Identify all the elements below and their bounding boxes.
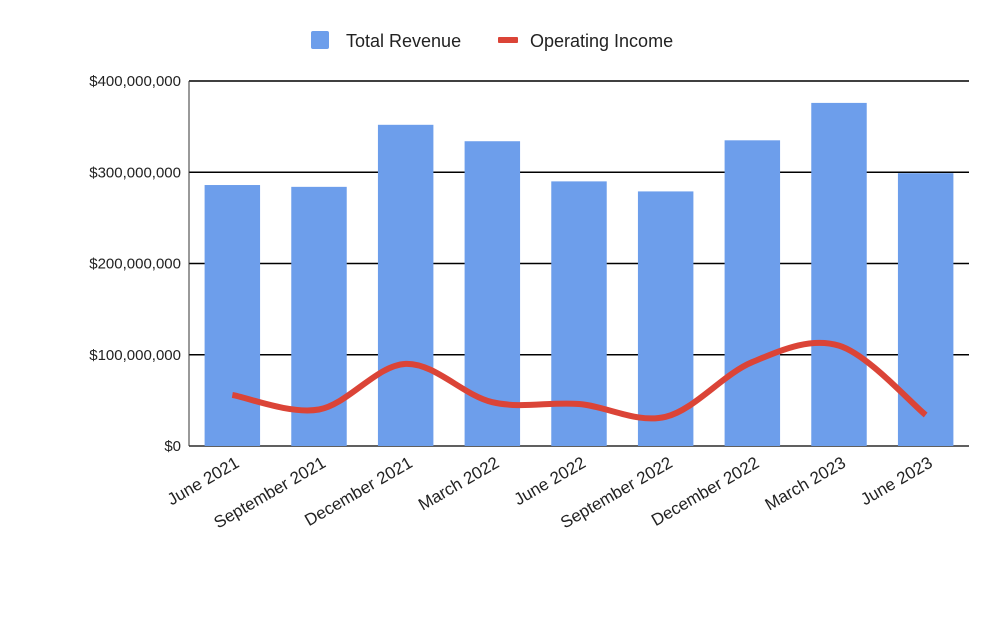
chart-legend: Total Revenue Operating Income [311, 31, 673, 51]
y-axis-tick-labels: $0 $100,000,000 $200,000,000 $300,000,000 $4… [89, 73, 181, 455]
x-tick-label-june-2022: June 2022 [511, 453, 589, 509]
bar-june-2021 [204, 185, 261, 446]
line-point-june-2021 [229, 392, 235, 398]
line-point-december-2022 [749, 359, 755, 365]
operating-income-line [231, 339, 928, 422]
x-tick-label-march-2022: March 2022 [415, 453, 502, 514]
line-point-june-2022 [576, 401, 582, 407]
bar-march-2023 [811, 102, 867, 447]
line-point-september-2022 [663, 414, 669, 420]
y-tick-label-1: $100,000,000 [89, 347, 181, 364]
bar-september-2022 [637, 191, 694, 446]
legend-label-operating-income: Operating Income [530, 31, 673, 51]
legend-swatch-total-revenue [311, 31, 329, 49]
line-series-operating-income [229, 339, 929, 422]
bar-december-2021 [377, 124, 434, 447]
y-tick-label-4: $400,000,000 [89, 73, 181, 90]
x-tick-label-june-2023: June 2023 [857, 453, 935, 509]
line-point-december-2021 [403, 361, 409, 367]
y-tick-label-0: $0 [164, 438, 181, 455]
line-point-march-2022 [489, 399, 495, 405]
bar-december-2022 [724, 140, 781, 446]
line-point-march-2023 [836, 343, 842, 349]
legend-label-total-revenue: Total Revenue [346, 31, 461, 51]
bar-series-total-revenue [204, 102, 954, 447]
line-point-june-2023 [923, 412, 929, 418]
x-tick-label-june-2021: June 2021 [164, 453, 242, 509]
y-tick-label-3: $300,000,000 [89, 164, 181, 181]
line-point-september-2021 [316, 407, 322, 413]
x-tick-label-march-2023: March 2023 [762, 453, 849, 514]
y-tick-label-2: $200,000,000 [89, 256, 181, 273]
bar-june-2023 [897, 173, 954, 446]
legend-swatch-operating-income [498, 37, 518, 43]
